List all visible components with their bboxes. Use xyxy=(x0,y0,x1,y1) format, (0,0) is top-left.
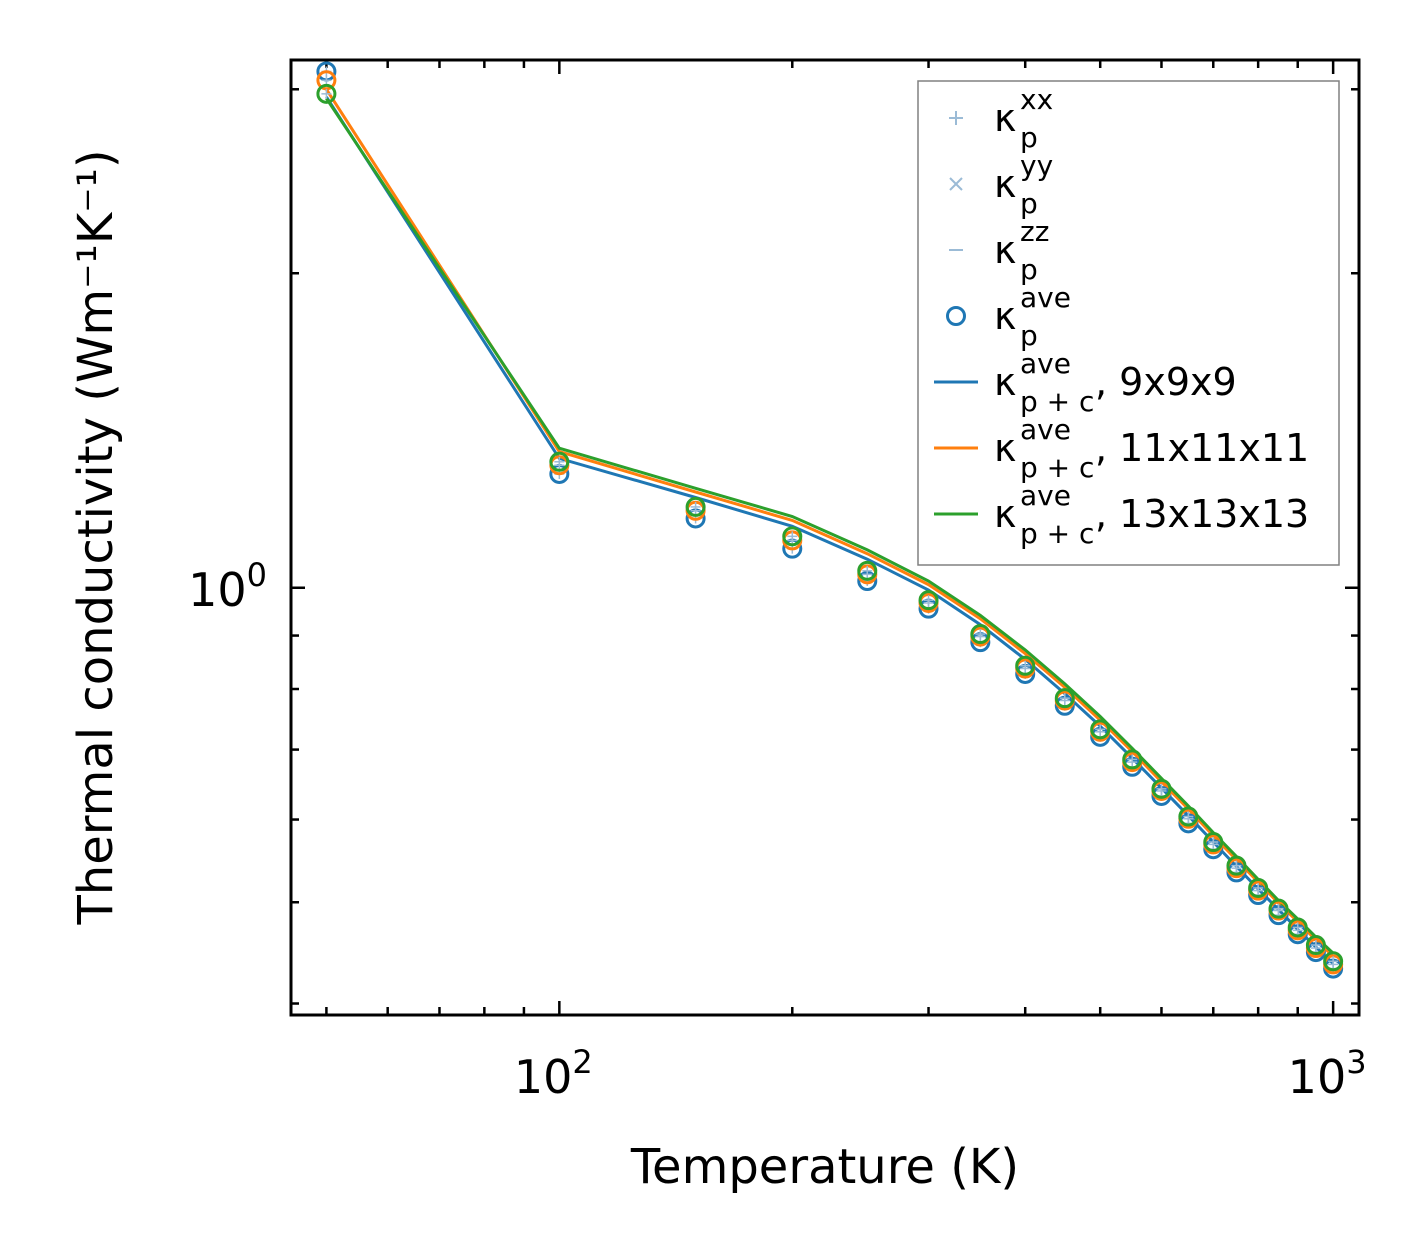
data-point xyxy=(970,624,991,645)
legend-box xyxy=(917,80,1340,566)
data-point xyxy=(685,496,706,517)
legend-entry: κ ave p + c, 9x9x9 xyxy=(934,347,1237,418)
legend-label: κ yy p xyxy=(994,149,1053,220)
legend-entry: κ zz p xyxy=(949,215,1049,286)
data-point xyxy=(1323,951,1344,972)
data-point xyxy=(1054,688,1075,709)
data-point xyxy=(1268,898,1289,919)
legend-label: κ ave p + c, 9x9x9 xyxy=(994,347,1237,418)
y-tick-label: 100 xyxy=(188,556,267,617)
x-axis-label: Temperature (K) xyxy=(630,1139,1019,1195)
x-tick-label: 102 xyxy=(514,1043,593,1104)
data-point xyxy=(1226,855,1247,876)
legend-entry: κ ave p xyxy=(946,281,1071,352)
data-point xyxy=(1015,655,1036,676)
data-point xyxy=(918,590,939,611)
tick-labels: 102 103 100 xyxy=(188,556,1366,1104)
data-point xyxy=(1178,806,1199,827)
data-point xyxy=(1203,832,1224,853)
data-point xyxy=(549,451,570,472)
legend-entry: κ ave p + c, 11x11x11 xyxy=(934,413,1309,484)
cross-icon xyxy=(949,177,963,191)
data-point xyxy=(1248,877,1269,898)
x-tick-label: 103 xyxy=(1288,1043,1367,1104)
data-point xyxy=(1151,778,1172,799)
legend-entry: κ ave p + c, 13x13x13 xyxy=(934,479,1309,550)
y-axis-label: Thermal conductivity (Wm⁻¹K⁻¹) xyxy=(68,149,124,925)
legend-label: κ xx p xyxy=(994,83,1053,154)
data-point xyxy=(1090,719,1111,740)
data-point xyxy=(1287,917,1308,938)
plot-frame xyxy=(289,58,1361,1017)
legend-label: κ ave p + c, 11x11x11 xyxy=(994,413,1309,484)
data-point xyxy=(1122,749,1143,770)
series-markers xyxy=(316,61,1344,979)
data-point xyxy=(316,70,337,91)
legend-label: κ ave p + c, 13x13x13 xyxy=(994,479,1309,550)
data-point xyxy=(316,83,337,104)
legend-entry: κ yy p xyxy=(949,149,1053,220)
data-point xyxy=(857,560,878,581)
circle-icon xyxy=(946,306,966,326)
legend-label: κ zz p xyxy=(994,215,1049,286)
data-point xyxy=(782,526,803,547)
legend-entry: κ xx p xyxy=(949,83,1053,154)
legend-label: κ ave p xyxy=(994,281,1071,352)
series-line-13x13x13 xyxy=(325,97,1335,955)
data-point xyxy=(1305,935,1326,956)
